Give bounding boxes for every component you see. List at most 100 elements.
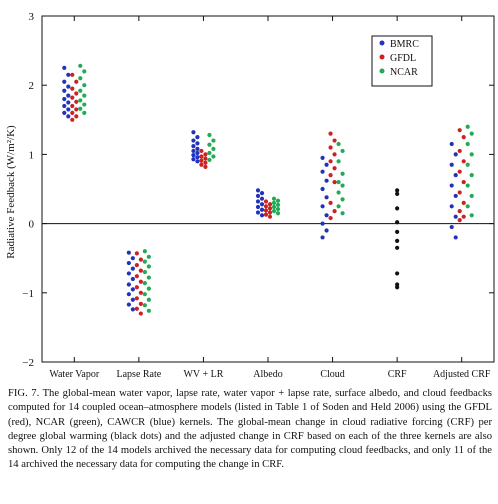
- x-tick-label: Cloud: [320, 369, 344, 380]
- point-gfdl: [138, 311, 143, 316]
- point-bmrc: [320, 155, 325, 160]
- point-gfdl: [263, 208, 269, 213]
- point-gfdl: [70, 86, 75, 91]
- point-gfdl: [74, 107, 79, 112]
- y-axis-label: Radiative Feedback (W/m²/K): [5, 125, 17, 259]
- point-gfdl: [461, 179, 466, 185]
- point-gfdl: [457, 128, 462, 133]
- point-crf: [395, 188, 400, 193]
- point-bmrc: [66, 100, 71, 105]
- point-ncar: [336, 190, 341, 195]
- legend-marker-ncar: [379, 68, 385, 74]
- point-ncar: [275, 198, 281, 203]
- point-bmrc: [453, 193, 458, 199]
- point-bmrc: [453, 173, 458, 178]
- point-ncar: [271, 209, 277, 214]
- point-ncar: [340, 148, 345, 154]
- point-gfdl: [332, 179, 337, 185]
- point-bmrc: [255, 188, 261, 193]
- point-ncar: [146, 275, 151, 280]
- point-bmrc: [191, 143, 196, 149]
- point-ncar: [469, 152, 474, 157]
- point-gfdl: [461, 214, 466, 219]
- point-gfdl: [461, 159, 466, 164]
- point-ncar: [465, 204, 470, 209]
- feedback-chart: −2 −1 0 1 2 3 Water Vapor Lapse Rate WV + LR Alb…: [5, 11, 495, 380]
- point-gfdl: [74, 79, 79, 84]
- point-ncar: [465, 162, 470, 167]
- figure-caption: FIG. 7. The global-mean water vapor, lap…: [8, 388, 492, 471]
- point-gfdl: [328, 215, 333, 221]
- point-bmrc: [259, 213, 265, 218]
- point-gfdl: [328, 159, 333, 164]
- point-gfdl: [457, 169, 462, 174]
- point-bmrc: [195, 141, 200, 146]
- point-bmrc: [255, 193, 261, 199]
- point-bmrc: [320, 186, 325, 192]
- point-ncar: [271, 196, 277, 201]
- point-bmrc: [255, 210, 261, 215]
- point-ncar: [275, 206, 281, 212]
- point-bmrc: [320, 204, 325, 209]
- x-tick-label: Water Vapor: [49, 369, 99, 380]
- point-bmrc: [259, 196, 265, 201]
- point-bmrc: [130, 266, 135, 271]
- point-bmrc: [130, 307, 135, 312]
- x-tick-label: Albedo: [253, 369, 282, 380]
- point-gfdl: [203, 152, 208, 157]
- point-bmrc: [195, 146, 200, 151]
- point-ncar: [207, 142, 212, 147]
- y-tick-label: −1: [22, 288, 34, 300]
- point-ncar: [465, 141, 470, 147]
- point-ncar: [469, 173, 474, 178]
- point-ncar: [78, 63, 83, 68]
- point-gfdl: [328, 200, 333, 205]
- point-ncar: [82, 110, 87, 115]
- point-bmrc: [449, 224, 454, 230]
- legend-label-ncar: NCAR: [390, 67, 418, 78]
- point-bmrc: [62, 103, 67, 109]
- point-gfdl: [263, 199, 269, 204]
- point-gfdl: [332, 166, 337, 171]
- point-gfdl: [203, 160, 208, 165]
- point-crf: [395, 245, 400, 250]
- point-bmrc: [191, 157, 196, 162]
- point-ncar: [271, 200, 277, 205]
- point-ncar: [275, 202, 281, 208]
- point-crf: [395, 238, 400, 243]
- point-bmrc: [195, 150, 200, 156]
- point-bmrc: [195, 135, 200, 140]
- point-crf: [395, 271, 400, 276]
- point-bmrc: [324, 162, 329, 167]
- point-bmrc: [66, 93, 71, 98]
- point-bmrc: [255, 204, 261, 210]
- point-ncar: [82, 93, 87, 98]
- y-tick-label: 2: [29, 80, 35, 92]
- point-gfdl: [328, 145, 333, 150]
- x-tick-label: CRF: [388, 369, 407, 380]
- point-bmrc: [191, 130, 196, 135]
- point-ncar: [82, 69, 87, 74]
- point-bmrc: [130, 276, 135, 282]
- point-bmrc: [259, 191, 265, 196]
- point-bmrc: [66, 107, 71, 112]
- point-gfdl: [70, 117, 75, 122]
- point-bmrc: [324, 228, 329, 233]
- point-ncar: [142, 292, 147, 297]
- point-ncar: [336, 141, 341, 147]
- x-tick-label: Adjusted CRF: [433, 369, 491, 380]
- point-gfdl: [70, 110, 75, 115]
- point-ncar: [336, 159, 341, 164]
- point-bmrc: [320, 221, 325, 226]
- point-gfdl: [203, 164, 208, 169]
- point-gfdl: [134, 296, 139, 301]
- point-bmrc: [324, 195, 329, 200]
- point-bmrc: [449, 141, 454, 147]
- point-gfdl: [263, 212, 269, 217]
- point-ncar: [207, 157, 212, 163]
- point-gfdl: [457, 148, 462, 154]
- point-gfdl: [199, 162, 204, 167]
- x-tick-label: Lapse Rate: [117, 369, 162, 380]
- point-ncar: [82, 83, 87, 88]
